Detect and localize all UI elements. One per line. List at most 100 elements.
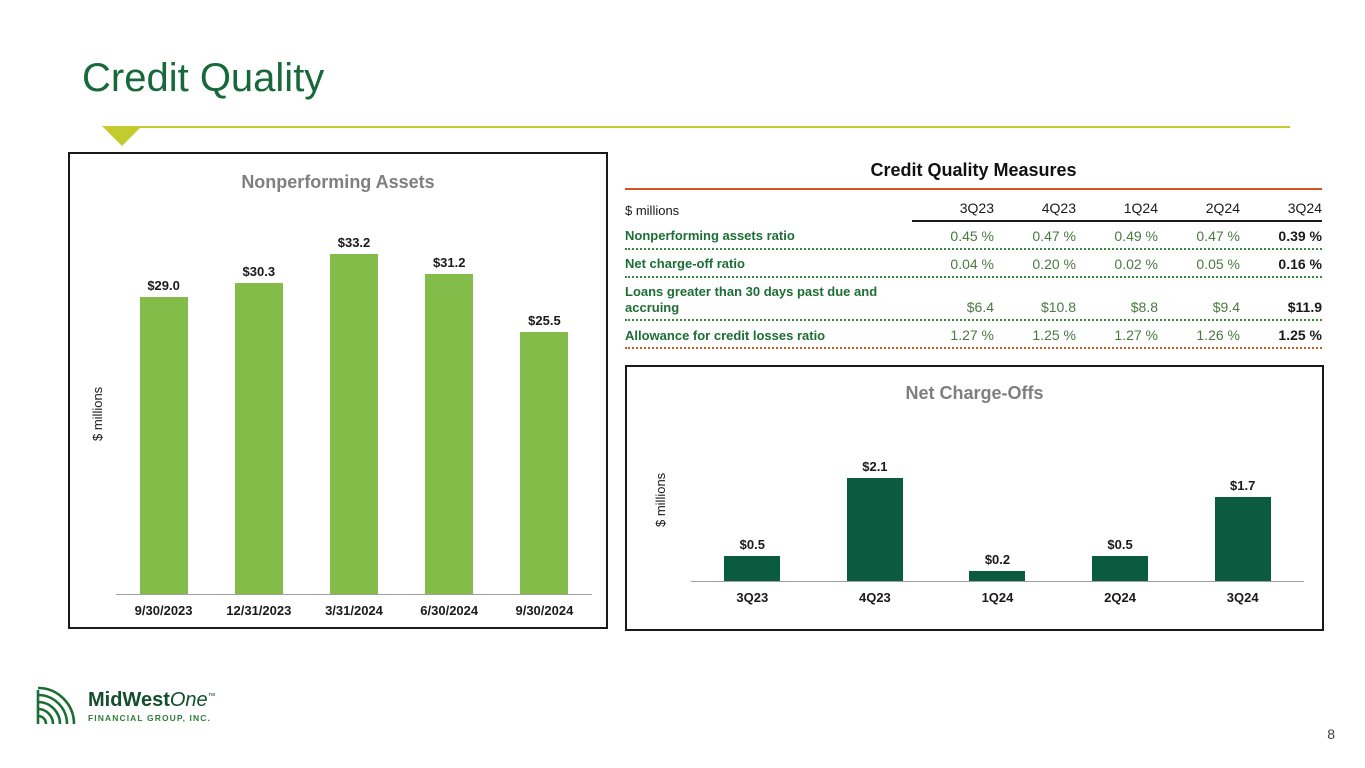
midwestone-logo-icon xyxy=(36,686,80,731)
logo-subtitle: FINANCIAL GROUP, INC. xyxy=(88,713,211,723)
table-cell: $6.4 xyxy=(966,299,994,316)
bar-slot: $0.2 xyxy=(936,552,1059,581)
bar xyxy=(425,274,474,594)
title-divider-line xyxy=(120,126,1290,128)
bar-slot: $1.7 xyxy=(1181,478,1304,581)
table-cell: 0.47 % xyxy=(1196,228,1240,244)
x-axis-labels: 3Q23 4Q23 1Q24 2Q24 3Q24 xyxy=(691,590,1304,605)
bar-plot: $0.5 $2.1 $0.2 $0.5 $1.7 xyxy=(691,437,1304,582)
table-cell: $8.8 xyxy=(1130,299,1158,316)
table-cell: 1.26 % xyxy=(1196,327,1240,344)
bar-value-label: $0.5 xyxy=(1107,537,1133,553)
table-cell: 0.45 % xyxy=(950,228,994,244)
table-row: Allowance for credit losses ratio 1.27 % 1… xyxy=(625,321,1322,350)
bar-value-label: $33.2 xyxy=(337,234,371,250)
chart-title: Nonperforming Assets xyxy=(241,172,435,192)
table-column-header: 3Q24 xyxy=(1287,200,1322,216)
table-cell: 0.20 % xyxy=(1032,256,1076,272)
bar xyxy=(1092,556,1149,581)
table-row-label: Nonperforming assets ratio xyxy=(625,228,795,244)
x-axis-label: 3Q23 xyxy=(736,590,769,605)
page-number: 8 xyxy=(1327,726,1335,742)
table-cell: 0.02 % xyxy=(1114,256,1158,272)
bar-slot: $0.5 xyxy=(1059,537,1182,581)
table-body: Nonperforming assets ratio 0.45 % 0.47 % 0.… xyxy=(625,222,1322,350)
bar xyxy=(330,253,378,594)
table-cell: 0.05 % xyxy=(1196,256,1240,272)
midwestone-logo: MidWestOne™ FINANCIAL GROUP, INC. xyxy=(36,686,216,731)
table-top-rule xyxy=(625,188,1322,190)
table-column-headers: 3Q23 4Q23 1Q24 2Q24 3Q24 xyxy=(912,200,1322,222)
bar-value-label: $0.5 xyxy=(739,537,765,553)
bar-value-label: $25.5 xyxy=(528,313,561,329)
table-header-row: $ millions 3Q23 4Q23 1Q24 2Q24 3Q24 xyxy=(625,200,1322,222)
table-row-label: Loans greater than 30 days past due and … xyxy=(625,284,878,315)
x-axis-label: 9/30/2023 xyxy=(134,603,193,618)
bar-slot: $30.3 xyxy=(211,264,306,594)
title-divider-arrow-icon xyxy=(102,126,142,146)
page-title: Credit Quality xyxy=(82,56,325,100)
bar-slot: $25.5 xyxy=(497,313,592,594)
table-row-label: Net charge-off ratio xyxy=(625,256,745,272)
table-cell: 0.39 % xyxy=(1278,228,1322,244)
table-cell: 1.27 % xyxy=(1114,327,1158,344)
nonperforming-assets-chart: Nonperforming Assets $ millions $29.0 $30… xyxy=(68,152,608,629)
table-row-label: Allowance for credit losses ratio xyxy=(625,327,826,343)
x-axis-label: 6/30/2024 xyxy=(420,603,479,618)
x-axis-label: 1Q24 xyxy=(981,590,1014,605)
table-cell: 0.04 % xyxy=(950,256,994,272)
table-unit-label: $ millions xyxy=(625,203,680,218)
x-axis-label: 2Q24 xyxy=(1104,590,1136,605)
logo-brand-line: MidWestOne™ xyxy=(88,689,216,711)
table-cell: 1.25 % xyxy=(1278,327,1322,344)
table-title: Credit Quality Measures xyxy=(870,160,1077,180)
bar-value-label: $29.0 xyxy=(147,277,180,293)
x-axis-label: 12/31/2023 xyxy=(226,603,292,618)
bar-value-label: $0.2 xyxy=(984,552,1011,568)
bar xyxy=(520,332,569,594)
bar xyxy=(1214,497,1271,581)
table-column-header: 4Q23 xyxy=(1041,200,1076,216)
table-cell: 0.47 % xyxy=(1032,228,1076,244)
bar-value-label: $1.7 xyxy=(1230,478,1256,494)
bar-value-label: $2.1 xyxy=(862,458,888,474)
table-cell: 0.16 % xyxy=(1278,256,1322,272)
x-axis-label: 3Q24 xyxy=(1226,590,1259,605)
bar-slot: $29.0 xyxy=(116,277,211,594)
bar xyxy=(234,283,283,594)
credit-quality-measures-table: Credit Quality Measures $ millions 3Q23 4… xyxy=(625,160,1322,350)
table-row: Nonperforming assets ratio 0.45 % 0.47 % 0.… xyxy=(625,222,1322,250)
bar-plot: $29.0 $30.3 $33.2 $31.2 $25.5 xyxy=(116,234,592,595)
x-axis-label: 4Q23 xyxy=(858,590,891,605)
table-cell: $10.8 xyxy=(1040,299,1076,316)
table-column-header: 2Q24 xyxy=(1205,200,1240,216)
bar-slot: $2.1 xyxy=(814,459,937,581)
chart-title: Net Charge-Offs xyxy=(905,383,1044,403)
bar xyxy=(139,296,188,594)
x-axis-labels: 9/30/2023 12/31/2023 3/31/2024 6/30/2024 9/3… xyxy=(116,603,592,618)
bar-value-label: $30.3 xyxy=(242,264,276,280)
bar-slot: $31.2 xyxy=(402,255,497,594)
table-cell: 0.49 % xyxy=(1114,228,1158,244)
table-row: Net charge-off ratio 0.04 % 0.20 % 0.02 % 0.… xyxy=(625,250,1322,278)
table-cell: $11.9 xyxy=(1287,299,1322,316)
midwestone-logo-text: MidWestOne™ FINANCIAL GROUP, INC. xyxy=(88,686,216,723)
bar xyxy=(846,477,903,581)
table-cell: $9.4 xyxy=(1212,299,1240,316)
net-charge-offs-chart: Net Charge-Offs $ millions $0.5 $2.1 $0.2 $… xyxy=(625,365,1324,631)
bar xyxy=(724,556,781,581)
bar-slot: $33.2 xyxy=(306,234,401,594)
table-cell: 1.27 % xyxy=(950,327,994,344)
bar-value-label: $31.2 xyxy=(432,255,466,270)
bar xyxy=(969,571,1026,581)
y-axis-label: $ millions xyxy=(653,472,668,527)
table-row: Loans greater than 30 days past due and … xyxy=(625,278,1322,322)
table-cell: 1.25 % xyxy=(1032,327,1076,344)
y-axis-label: $ millions xyxy=(90,386,105,442)
x-axis-label: 9/30/2024 xyxy=(515,603,574,618)
bar-slot: $0.5 xyxy=(691,537,814,581)
x-axis-label: 3/31/2024 xyxy=(325,603,383,618)
table-column-header: 1Q24 xyxy=(1123,200,1158,216)
table-column-header: 3Q23 xyxy=(959,200,994,216)
